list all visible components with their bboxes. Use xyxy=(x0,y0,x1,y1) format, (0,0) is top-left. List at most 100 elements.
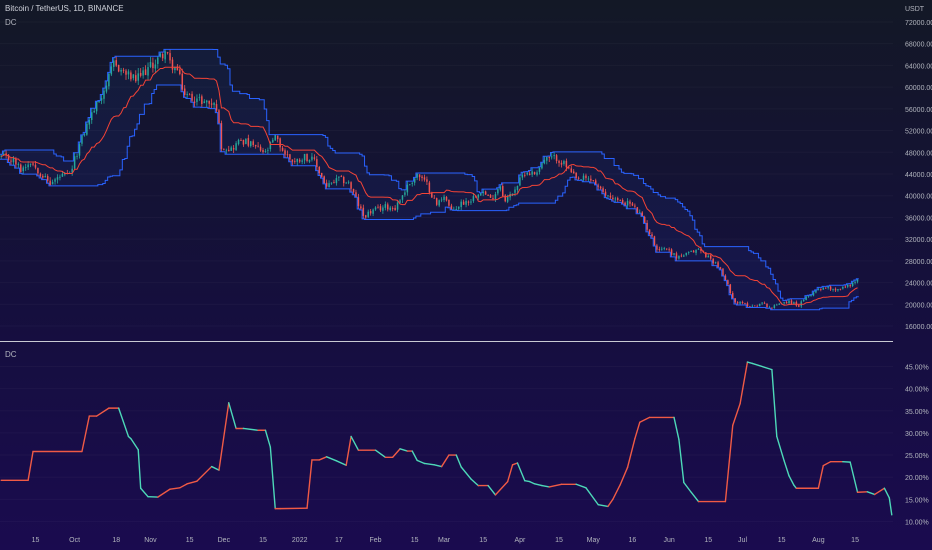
candle-body[interactable] xyxy=(382,207,384,211)
candle-body[interactable] xyxy=(670,249,673,255)
candle-body[interactable] xyxy=(423,177,426,180)
candle-body[interactable] xyxy=(846,284,849,287)
candle-body[interactable] xyxy=(223,149,225,151)
candle-body[interactable] xyxy=(125,70,127,75)
candle-body[interactable] xyxy=(614,198,617,200)
candle-body[interactable] xyxy=(24,167,27,169)
candle-body[interactable] xyxy=(612,197,614,200)
candle-body[interactable] xyxy=(709,255,712,259)
width-line-segment[interactable] xyxy=(460,466,472,480)
candle-body[interactable] xyxy=(159,53,162,57)
width-line-segment[interactable] xyxy=(866,491,876,496)
candle-body[interactable] xyxy=(467,201,470,203)
time-axis[interactable]: 15 Oct 18 Nov 15 Dec 15 2022 17 Feb 15 Mar 15 Apr 15 Ma… xyxy=(32,537,859,544)
candle-body[interactable] xyxy=(71,168,73,173)
candle-body[interactable] xyxy=(594,180,597,185)
candle-body[interactable] xyxy=(550,156,553,158)
candle-body[interactable] xyxy=(761,302,763,304)
candle-body[interactable] xyxy=(802,299,805,302)
candle-body[interactable] xyxy=(807,295,810,297)
candle-body[interactable] xyxy=(771,307,773,309)
candle-body[interactable] xyxy=(462,201,465,205)
width-line-segment[interactable] xyxy=(739,361,749,405)
candle-body[interactable] xyxy=(756,305,758,307)
candle-body[interactable] xyxy=(433,197,436,199)
candle-body[interactable] xyxy=(237,139,240,145)
candle-body[interactable] xyxy=(477,194,480,198)
candle-body[interactable] xyxy=(697,248,700,250)
candle-body[interactable] xyxy=(758,303,761,307)
candle-body[interactable] xyxy=(832,289,834,290)
candle-body[interactable] xyxy=(844,286,847,288)
width-line-segment[interactable] xyxy=(455,454,462,468)
candle-body[interactable] xyxy=(776,304,778,306)
width-line-segment[interactable] xyxy=(423,462,435,466)
width-pane[interactable] xyxy=(0,361,893,516)
candle-body[interactable] xyxy=(602,188,604,192)
candle-body[interactable] xyxy=(362,207,365,216)
candle-body[interactable] xyxy=(323,176,325,184)
width-line-segment[interactable] xyxy=(751,362,773,371)
candle-body[interactable] xyxy=(560,162,563,165)
width-line-segment[interactable] xyxy=(724,424,734,503)
candle-body[interactable] xyxy=(509,193,511,198)
width-line-segment[interactable] xyxy=(169,487,181,490)
candle-body[interactable] xyxy=(570,168,573,173)
width-line-segment[interactable] xyxy=(269,446,276,510)
width-line-segment[interactable] xyxy=(817,464,824,489)
candle-body[interactable] xyxy=(607,195,609,197)
candle-body[interactable] xyxy=(90,112,93,121)
candle-body[interactable] xyxy=(152,62,154,69)
width-line-segment[interactable] xyxy=(541,484,550,488)
candle-body[interactable] xyxy=(15,158,17,165)
candle-body[interactable] xyxy=(641,212,643,217)
symbol-title[interactable]: Bitcoin / TetherUS, 1D, BINANCE xyxy=(5,4,124,13)
width-line-segment[interactable] xyxy=(783,460,790,477)
candle-body[interactable] xyxy=(193,101,196,104)
candle-body[interactable] xyxy=(563,161,565,164)
width-line-segment[interactable] xyxy=(524,480,531,483)
candle-body[interactable] xyxy=(0,155,2,157)
candle-body[interactable] xyxy=(308,159,311,162)
candle-body[interactable] xyxy=(27,164,29,168)
candle-body[interactable] xyxy=(514,189,516,193)
width-line-segment[interactable] xyxy=(137,449,142,489)
candle-body[interactable] xyxy=(673,253,675,255)
candle-body[interactable] xyxy=(817,289,820,291)
candle-body[interactable] xyxy=(34,164,37,168)
width-line-segment[interactable] xyxy=(433,464,443,468)
width-line-segment[interactable] xyxy=(345,435,352,466)
candle-body[interactable] xyxy=(286,154,289,156)
candle-body[interactable] xyxy=(2,153,5,156)
width-line-segment[interactable] xyxy=(732,402,741,427)
candle-body[interactable] xyxy=(46,176,49,181)
width-line-segment[interactable] xyxy=(575,483,587,489)
candle-body[interactable] xyxy=(683,255,685,257)
candle-body[interactable] xyxy=(543,159,546,164)
width-line-segment[interactable] xyxy=(528,480,536,485)
candle-body[interactable] xyxy=(284,150,286,155)
candle-body[interactable] xyxy=(86,123,88,135)
candle-body[interactable] xyxy=(252,141,254,145)
candle-body[interactable] xyxy=(174,67,176,71)
candle-body[interactable] xyxy=(318,166,321,174)
candle-body[interactable] xyxy=(482,191,484,194)
width-line-segment[interactable] xyxy=(597,503,609,508)
candle-body[interactable] xyxy=(142,70,144,76)
candle-body[interactable] xyxy=(333,182,335,183)
width-line-segment[interactable] xyxy=(228,402,237,430)
candle-body[interactable] xyxy=(448,199,450,206)
candle-body[interactable] xyxy=(272,139,274,143)
candle-body[interactable] xyxy=(727,280,729,285)
width-line-segment[interactable] xyxy=(533,483,543,487)
candle-body[interactable] xyxy=(851,282,854,287)
candle-body[interactable] xyxy=(406,184,409,193)
candle-body[interactable] xyxy=(533,172,536,175)
candle-body[interactable] xyxy=(521,175,524,178)
candle-body[interactable] xyxy=(396,202,399,210)
candle-body[interactable] xyxy=(524,174,526,176)
candle-body[interactable] xyxy=(497,189,499,194)
candle-body[interactable] xyxy=(460,201,462,208)
candle-body[interactable] xyxy=(409,184,411,186)
